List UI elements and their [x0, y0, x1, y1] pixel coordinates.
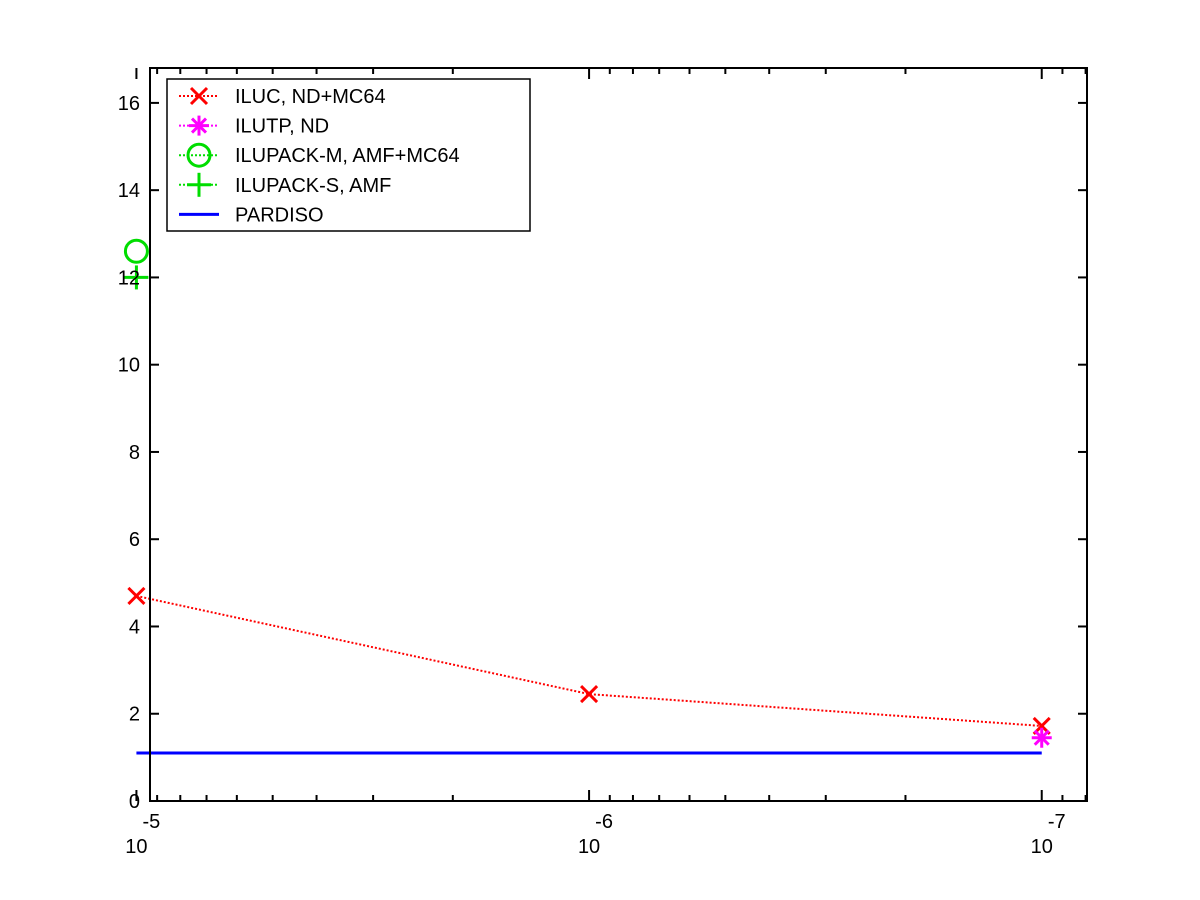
- data-point-0-0: [127, 586, 146, 605]
- data-point-0-1: [580, 685, 599, 704]
- y-tick-label: 16: [118, 93, 140, 115]
- legend: ILUC, ND+MC64 ILUTP, ND ILUPACK-M, AMF+MC6…: [166, 78, 531, 232]
- x-tick-label-exponent: -7: [1048, 811, 1066, 833]
- y-tick-label: 6: [129, 529, 140, 551]
- y-tick-label: 0: [129, 791, 140, 813]
- y-tick-label: 4: [129, 616, 140, 638]
- y-tick-label: 12: [118, 267, 140, 289]
- legend-marker-0: [189, 86, 209, 106]
- y-tick-label: 14: [118, 180, 140, 202]
- data-point-2-0: [123, 238, 149, 264]
- x-tick-label-base: 10: [1031, 836, 1053, 858]
- plot-area: [123, 238, 1052, 755]
- y-tick-label: 2: [129, 704, 140, 726]
- legend-marker-1: [189, 115, 209, 136]
- legend-label-2: ILUPACK-M, AMF+MC64: [235, 145, 460, 167]
- axes-frame: [149, 67, 1088, 802]
- data-point-3-0: [124, 265, 149, 290]
- x-tick-label-exponent: -6: [595, 811, 613, 833]
- y-tick-label: 8: [129, 442, 140, 464]
- legend-label-4: PARDISO: [235, 204, 324, 226]
- legend-label-3: ILUPACK-S, AMF: [235, 175, 391, 197]
- legend-label-1: ILUTP, ND: [235, 116, 329, 138]
- legend-box: [166, 78, 531, 232]
- legend-marker-2: [186, 142, 212, 168]
- x-tick-label-base: 10: [125, 836, 147, 858]
- legend-marker-3: [187, 172, 211, 197]
- y-tick-label: 10: [118, 355, 140, 377]
- series-line-0: [136, 594, 1042, 727]
- data-point-1-0: [1031, 727, 1052, 748]
- legend-label-0: ILUC, ND+MC64: [235, 86, 386, 108]
- x-tick-label-exponent: -5: [143, 811, 161, 833]
- x-tick-label-base: 10: [578, 836, 600, 858]
- axes: 0 2 4 6 8 10 12 14 16 10 -5 10 -6 10 -7: [118, 67, 1088, 858]
